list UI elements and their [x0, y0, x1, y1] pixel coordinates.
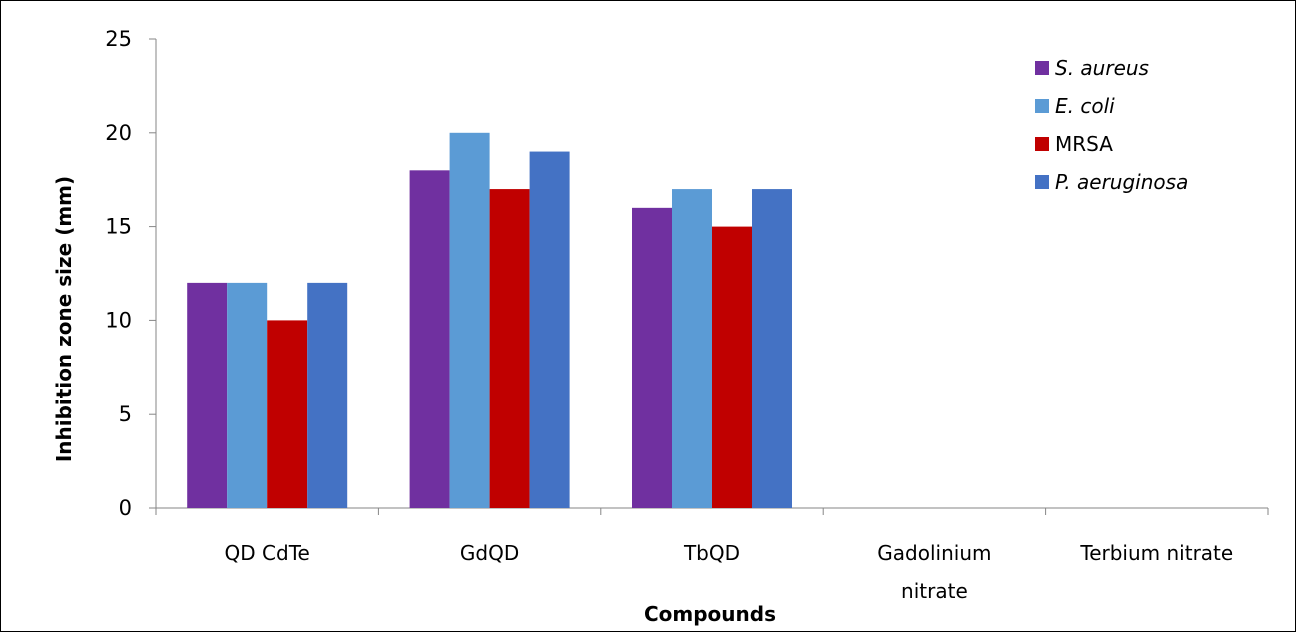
x-axis-title: Compounds	[644, 602, 776, 626]
x-category-label: Terbium nitrate	[1079, 541, 1233, 565]
y-axis-title: Inhibition zone size (mm)	[52, 176, 76, 462]
legend-label: MRSA	[1055, 132, 1113, 156]
legend-label: E. coli	[1055, 94, 1115, 118]
bar	[489, 189, 530, 508]
y-axis: 0 5 10 15 20 25	[105, 27, 157, 520]
x-category-label: QD CdTe	[225, 541, 310, 565]
bar	[712, 226, 752, 508]
bar	[449, 132, 490, 509]
legend-swatch	[1035, 137, 1049, 151]
legend-label: S. aureus	[1055, 56, 1149, 80]
legend-swatch	[1035, 99, 1049, 113]
bar	[529, 151, 570, 508]
x-category-label: Gadolinium nitrate	[877, 541, 991, 603]
bar	[752, 189, 792, 508]
y-tick-label: 25	[105, 27, 132, 51]
x-category-label: TbQD	[683, 541, 740, 565]
bar	[307, 282, 348, 508]
legend: S. aureus E. coli MRSA P. aeruginosa	[1035, 56, 1188, 194]
bar	[672, 189, 712, 508]
y-tick-label: 15	[105, 215, 132, 239]
y-tick-label: 10	[105, 308, 132, 332]
x-axis: QD CdTe GdQD TbQD Gadolinium nitrate Terbium …	[155, 507, 1269, 603]
legend-swatch	[1035, 61, 1049, 75]
y-tick-label: 5	[119, 402, 132, 426]
bar	[187, 282, 228, 508]
bar	[632, 207, 672, 508]
legend-swatch	[1035, 175, 1049, 189]
legend-label: P. aeruginosa	[1055, 170, 1188, 194]
bar	[267, 320, 308, 508]
bar	[409, 170, 450, 508]
x-category-label: GdQD	[460, 541, 519, 565]
bars	[187, 132, 792, 509]
y-tick-label: 0	[119, 496, 132, 520]
bar	[227, 282, 268, 508]
y-tick-label: 20	[105, 121, 132, 145]
